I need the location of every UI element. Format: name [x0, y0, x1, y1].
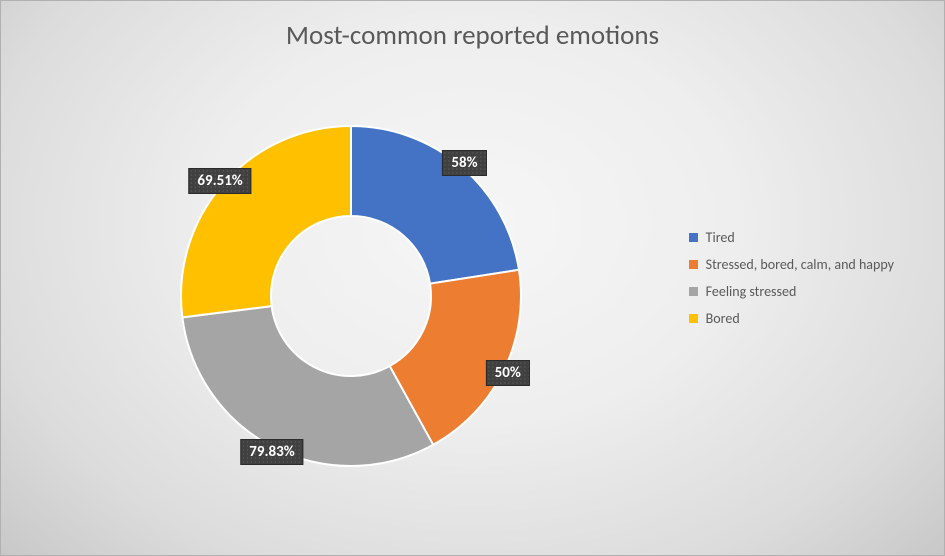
doughnut-svg — [151, 96, 551, 496]
doughnut-chart — [151, 96, 551, 496]
chart-title: Most-common reported emotions — [1, 19, 944, 52]
slice-bored — [181, 126, 351, 317]
legend-swatch-feelstr — [689, 287, 698, 296]
legend-label-tired: Tired — [706, 229, 735, 246]
legend-swatch-tired — [689, 233, 698, 242]
data-label-bored: 69.51% — [188, 168, 251, 194]
legend-label-feelstr: Feeling stressed — [706, 283, 797, 300]
legend-item-bored: Bored — [689, 310, 894, 327]
legend-label-stressed4: Stressed, bored, calm, and happy — [706, 256, 894, 273]
legend-label-bored: Bored — [706, 310, 740, 327]
legend-item-tired: Tired — [689, 229, 894, 246]
legend-swatch-stressed4 — [689, 260, 698, 269]
data-label-feelstr: 79.83% — [240, 439, 303, 465]
slice-tired — [351, 126, 519, 284]
chart-canvas: Most-common reported emotions Tired Stres… — [0, 0, 945, 556]
legend-item-feelstr: Feeling stressed — [689, 283, 894, 300]
data-label-stressed4: 50% — [486, 360, 530, 386]
legend-item-stressed4: Stressed, bored, calm, and happy — [689, 256, 894, 273]
slice-feelstr — [182, 306, 433, 466]
legend: Tired Stressed, bored, calm, and happy Fee… — [689, 219, 894, 337]
legend-swatch-bored — [689, 314, 698, 323]
data-label-tired: 58% — [442, 150, 486, 176]
